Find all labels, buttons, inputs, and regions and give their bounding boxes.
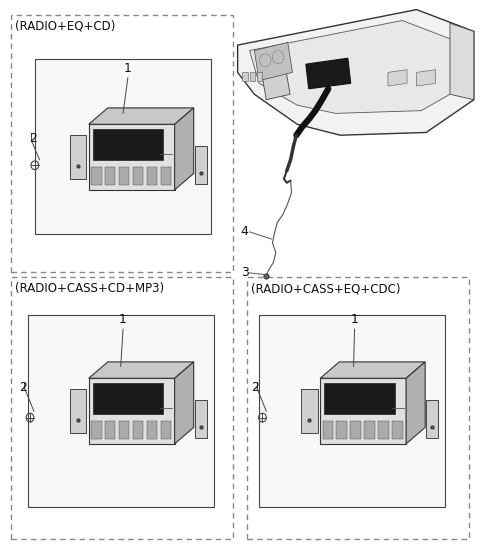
Polygon shape xyxy=(378,421,389,439)
Polygon shape xyxy=(93,383,163,414)
Polygon shape xyxy=(105,167,115,186)
Polygon shape xyxy=(392,421,403,439)
Text: 1: 1 xyxy=(350,313,359,327)
Polygon shape xyxy=(301,389,318,433)
Text: (RADIO+CASS+CD+MP3): (RADIO+CASS+CD+MP3) xyxy=(15,282,164,295)
Polygon shape xyxy=(161,421,171,439)
Polygon shape xyxy=(133,421,143,439)
Polygon shape xyxy=(175,362,194,444)
Bar xyxy=(35,59,211,233)
Polygon shape xyxy=(350,421,361,439)
Polygon shape xyxy=(133,167,143,186)
Text: 3: 3 xyxy=(240,266,249,279)
Polygon shape xyxy=(336,421,347,439)
Polygon shape xyxy=(89,124,175,190)
Text: 4: 4 xyxy=(240,226,249,238)
Polygon shape xyxy=(306,58,351,89)
Polygon shape xyxy=(147,167,157,186)
Polygon shape xyxy=(250,72,255,81)
Text: (RADIO+CASS+EQ+CDC): (RADIO+CASS+EQ+CDC) xyxy=(251,282,400,295)
Polygon shape xyxy=(242,72,248,81)
Bar xyxy=(11,15,233,272)
Polygon shape xyxy=(105,421,115,439)
Polygon shape xyxy=(89,362,194,378)
Text: 1: 1 xyxy=(119,313,127,327)
Polygon shape xyxy=(195,146,206,184)
Polygon shape xyxy=(254,42,292,81)
Polygon shape xyxy=(307,60,348,87)
Bar xyxy=(247,277,469,540)
Bar xyxy=(28,316,214,507)
Polygon shape xyxy=(262,67,290,100)
Text: (RADIO+EQ+CD): (RADIO+EQ+CD) xyxy=(15,20,115,33)
Polygon shape xyxy=(320,378,406,444)
Polygon shape xyxy=(70,389,86,433)
Polygon shape xyxy=(250,20,459,113)
Polygon shape xyxy=(119,421,129,439)
Polygon shape xyxy=(388,70,407,86)
Polygon shape xyxy=(324,383,395,414)
Polygon shape xyxy=(406,362,425,444)
Polygon shape xyxy=(195,400,206,438)
Polygon shape xyxy=(426,400,438,438)
Polygon shape xyxy=(89,378,175,444)
Bar xyxy=(259,316,445,507)
Text: 1: 1 xyxy=(124,62,132,75)
Polygon shape xyxy=(70,135,86,179)
Text: 2: 2 xyxy=(20,381,27,394)
Bar xyxy=(11,277,233,540)
Polygon shape xyxy=(161,167,171,186)
Polygon shape xyxy=(147,421,157,439)
Polygon shape xyxy=(91,167,101,186)
Polygon shape xyxy=(89,108,194,124)
Text: 2: 2 xyxy=(29,132,37,145)
Polygon shape xyxy=(320,362,425,378)
Polygon shape xyxy=(175,108,194,190)
Polygon shape xyxy=(450,23,474,100)
Polygon shape xyxy=(323,421,333,439)
Polygon shape xyxy=(93,128,163,160)
Polygon shape xyxy=(417,70,436,86)
Text: 2: 2 xyxy=(251,381,259,394)
Polygon shape xyxy=(91,421,101,439)
Polygon shape xyxy=(364,421,375,439)
Polygon shape xyxy=(257,72,263,81)
Polygon shape xyxy=(119,167,129,186)
Polygon shape xyxy=(238,9,474,135)
